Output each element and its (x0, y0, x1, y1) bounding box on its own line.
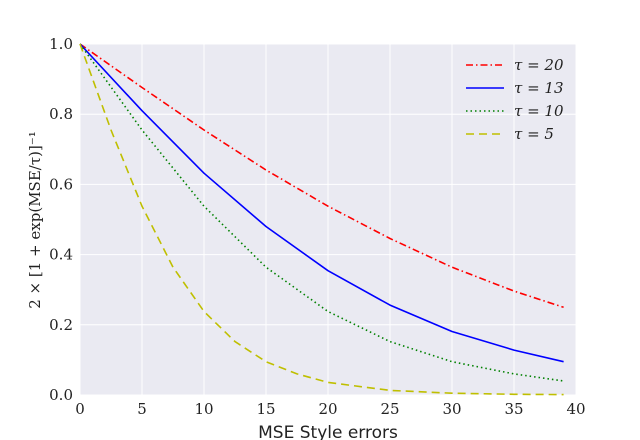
x-tick-labels: 0 5 10 15 20 25 30 35 40 (75, 400, 585, 418)
x-tick-label: 20 (318, 400, 337, 418)
y-tick-label: 1.0 (49, 35, 73, 53)
series-line (79, 43, 564, 363)
y-tick-label: 0.2 (49, 316, 73, 334)
x-tick-label: 15 (256, 400, 275, 418)
series-line (79, 43, 564, 396)
x-axis-label: MSE Style errors (258, 423, 398, 440)
grid (79, 43, 577, 396)
legend-label: τ = 5 (514, 125, 554, 143)
x-tick-label: 40 (566, 400, 585, 418)
x-tick-label: 10 (194, 400, 213, 418)
legend: τ = 20 τ = 13 τ = 10 τ = 5 (466, 56, 564, 143)
x-tick-label: 30 (442, 400, 461, 418)
x-tick-label: 0 (75, 400, 85, 418)
y-axis-label: 2 × [1 + exp(MSE/τ)]⁻¹ (26, 131, 44, 309)
y-tick-label: 0.0 (49, 386, 73, 404)
x-tick-label: 25 (380, 400, 399, 418)
legend-label: τ = 20 (514, 56, 564, 74)
series-line (79, 43, 564, 309)
y-tick-label: 0.8 (49, 105, 73, 123)
legend-label: τ = 13 (514, 79, 564, 97)
legend-label: τ = 10 (514, 102, 564, 120)
series-layer (79, 43, 564, 396)
x-tick-label: 35 (504, 400, 523, 418)
y-tick-label: 0.4 (49, 246, 73, 264)
x-tick-label: 5 (137, 400, 147, 418)
y-tick-labels: 0.0 0.2 0.4 0.6 0.8 1.0 (49, 35, 73, 404)
y-tick-label: 0.6 (49, 175, 73, 193)
